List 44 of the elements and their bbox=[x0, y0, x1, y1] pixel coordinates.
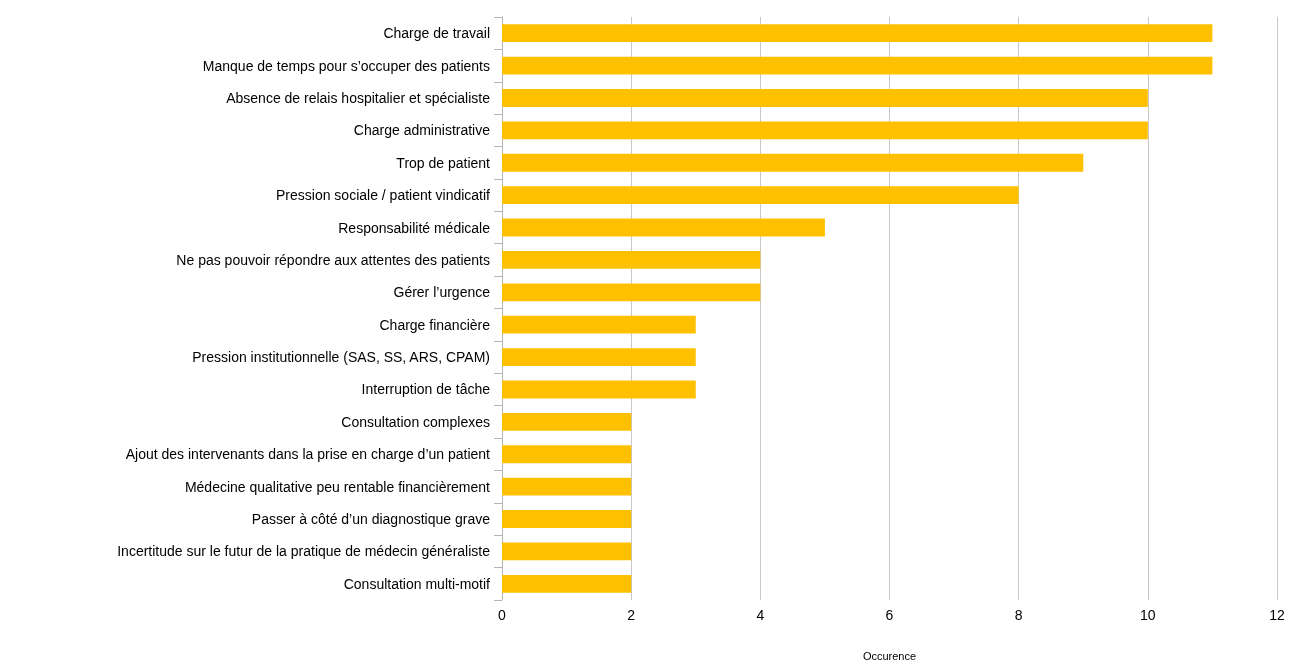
y-tick-label: Responsabilité médicale bbox=[338, 219, 491, 236]
y-tick-label: Charge administrative bbox=[353, 122, 491, 139]
bar bbox=[502, 315, 696, 334]
bar bbox=[502, 89, 1148, 107]
x-tick-label: 8 bbox=[1014, 607, 1023, 623]
y-tick-label: Manque de temps pour s’occuper des patients bbox=[202, 57, 490, 74]
y-tick-label: Gérer l’urgence bbox=[393, 284, 491, 301]
bar bbox=[502, 412, 632, 431]
y-tick-label: Ajout des intervenants dans la prise en charge d’un patient bbox=[125, 446, 491, 463]
bar bbox=[502, 121, 1148, 140]
x-tick-label: 10 bbox=[1140, 607, 1156, 623]
x-tick-label: 4 bbox=[756, 607, 765, 623]
y-tick-label: Trop de patient bbox=[396, 154, 491, 171]
y-tick-label: Médecine qualitative peu rentable financièrement bbox=[184, 478, 491, 495]
bar bbox=[502, 542, 632, 561]
y-tick-label: Passer à côté d’un diagnostique grave bbox=[251, 511, 491, 528]
bar bbox=[502, 218, 825, 237]
y-tick-label: Charge de travail bbox=[383, 25, 490, 42]
x-axis-title: Occurence bbox=[862, 649, 917, 662]
y-tick-label: Pression sociale / patient vindicatif bbox=[276, 187, 491, 204]
bar bbox=[502, 348, 696, 366]
y-tick-label: Charge financière bbox=[379, 316, 491, 333]
x-tick-label: 12 bbox=[1269, 607, 1285, 623]
y-tick-label: Consultation complexes bbox=[341, 413, 490, 430]
y-tick-label: Incertitude sur le futur de la pratique de médecin généraliste bbox=[117, 543, 491, 560]
bar bbox=[502, 445, 632, 464]
y-tick-label: Interruption de tâche bbox=[361, 381, 491, 398]
x-tick-label: 0 bbox=[498, 607, 507, 623]
bar bbox=[502, 283, 761, 302]
x-tick-label: 2 bbox=[627, 607, 636, 623]
bar bbox=[502, 477, 632, 496]
y-tick-label: Ne pas pouvoir répondre aux attentes des patients bbox=[176, 251, 490, 268]
bar bbox=[502, 574, 632, 593]
bar bbox=[502, 510, 632, 528]
bar bbox=[502, 380, 696, 399]
bar bbox=[502, 56, 1213, 75]
y-tick-label: Consultation multi-motif bbox=[343, 575, 491, 592]
bar bbox=[502, 153, 1084, 172]
bar bbox=[502, 24, 1213, 43]
y-tick-label: Absence de relais hospitalier et spécialiste bbox=[226, 89, 491, 106]
bar bbox=[502, 186, 1019, 205]
bar bbox=[502, 251, 761, 269]
y-tick-label: Pression institutionnelle (SAS, SS, ARS, CPAM) bbox=[192, 349, 490, 366]
x-tick-label: 6 bbox=[885, 607, 894, 623]
